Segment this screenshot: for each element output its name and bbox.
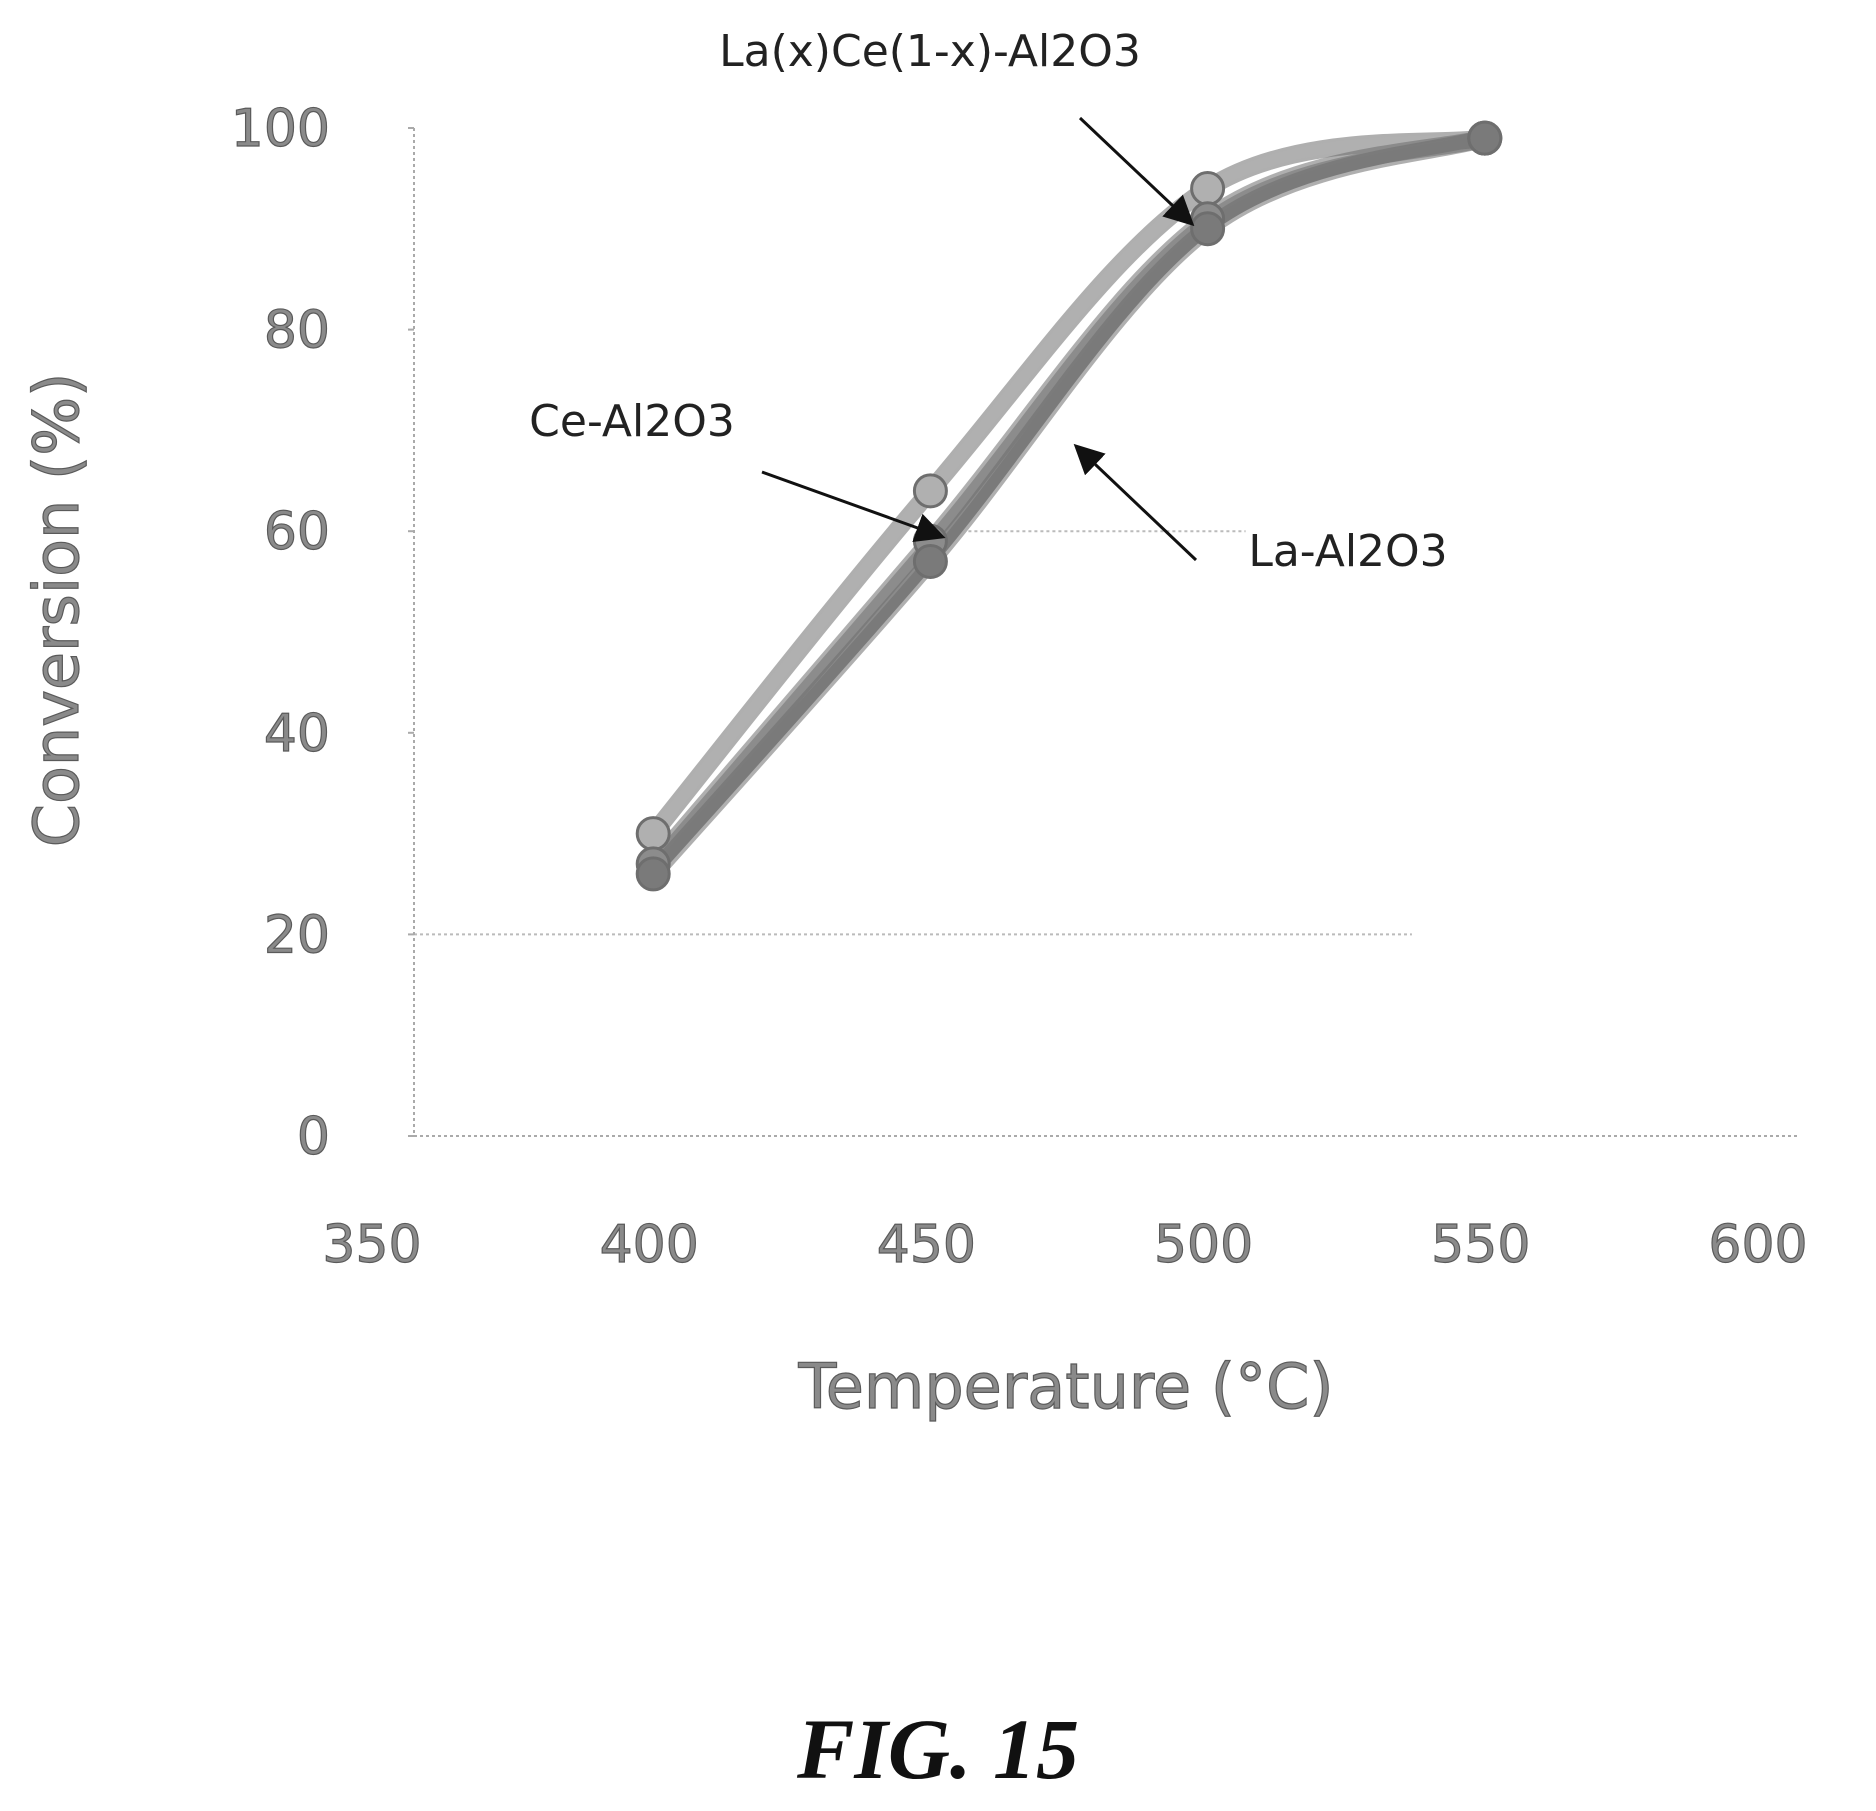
y-tick-label: 100 [231, 99, 330, 159]
data-point [912, 543, 948, 579]
series-points [635, 120, 1503, 892]
annotation-laxce: La(x)Ce(1-x)-Al2O3 [719, 26, 1195, 227]
figure-label: FIG. 15 [796, 1701, 1079, 1797]
annotation-arrow-ce [761, 470, 946, 542]
annotation-label-laxce: La(x)Ce(1-x)-Al2O3 [719, 26, 1141, 77]
data-point [1190, 170, 1226, 206]
x-tick-label: 550 [1431, 1215, 1530, 1275]
annotation-la: La-Al2O3 [1073, 443, 1448, 577]
y-axis-title: Conversion (%) [20, 373, 93, 848]
y-tick-label: 60 [264, 502, 330, 562]
y-tick-labels: 0 20 40 60 80 100 [230, 98, 330, 1167]
axes [408, 127, 1800, 1137]
data-point [635, 856, 671, 892]
data-point [635, 816, 671, 852]
y-tick-label: 80 [264, 301, 330, 361]
y-tick-label: 0 [297, 1107, 330, 1167]
x-axis-title: Temperature (°C) [797, 1350, 1333, 1423]
x-tick-labels: 350 400 450 500 550 600 [322, 1214, 1808, 1275]
series-line-outline [644, 129, 1494, 883]
x-tick-label: 400 [600, 1215, 699, 1275]
data-point [1467, 120, 1503, 156]
x-tick-label: 450 [877, 1215, 976, 1275]
annotation-label-ce: Ce-Al2O3 [529, 396, 735, 447]
series-line [647, 132, 1491, 840]
y-tick-label: 40 [264, 704, 330, 764]
x-tick-label: 350 [322, 1215, 421, 1275]
x-tick-label: 600 [1708, 1215, 1807, 1275]
data-point [912, 473, 948, 509]
series-line [647, 132, 1491, 870]
series-line-outline [644, 129, 1494, 873]
x-tick-label: 500 [1154, 1215, 1253, 1275]
y-tick-label: 20 [264, 905, 330, 965]
annotation-label-la: La-Al2O3 [1248, 526, 1447, 577]
series-line [647, 132, 1491, 880]
gridlines [414, 530, 1412, 936]
data-point [1190, 211, 1226, 247]
annotation-ce: Ce-Al2O3 [529, 396, 946, 542]
annotation-arrow-laxce [1078, 116, 1195, 227]
series-lines [644, 129, 1494, 883]
annotation-arrow-la [1073, 443, 1198, 562]
